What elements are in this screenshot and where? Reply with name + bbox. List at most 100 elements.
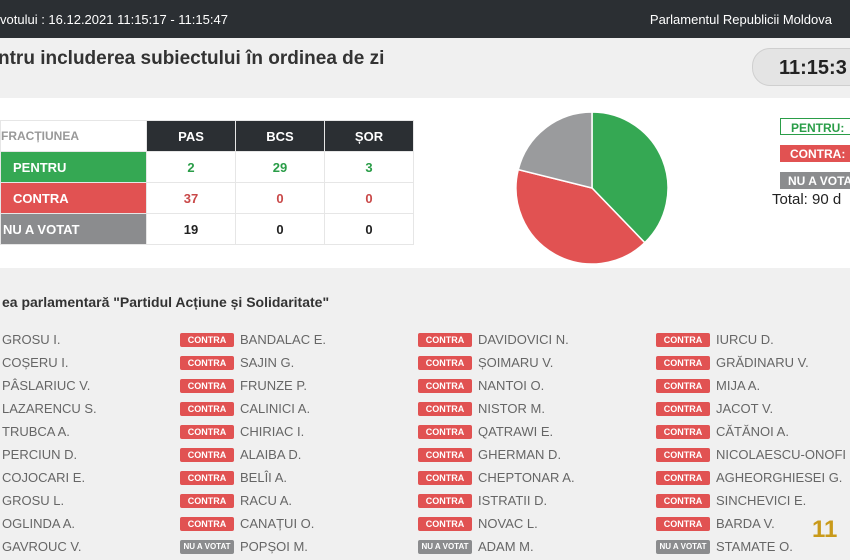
vote-subject-title: ntru includerea subiectului în ordinea d…	[0, 48, 385, 69]
vote-badge: CONTRA	[180, 447, 234, 462]
vote-badge: CONTRA	[656, 424, 710, 439]
vote-badge: CONTRA	[180, 470, 234, 485]
list-item: CONTRA ȘOIMARU V.	[418, 351, 575, 374]
pie-legend: PENTRU: CONTRA: NU A VOTAT	[780, 118, 850, 199]
list-item: PERCIUN D.	[2, 443, 97, 466]
member-name: RACU A.	[240, 493, 293, 508]
member-name: ADAM M.	[478, 539, 534, 554]
member-name: BARDA V.	[716, 516, 775, 531]
vote-badge: CONTRA	[656, 378, 710, 393]
pie-slice-contra	[515, 168, 646, 265]
vote-badge: CONTRA	[418, 424, 472, 439]
vote-badge: CONTRA	[180, 516, 234, 531]
column-header-pas: PAS	[146, 120, 236, 152]
members-panel: ea parlamentară "Partidul Acțiune și Sol…	[0, 268, 850, 560]
vote-badge: CONTRA	[418, 401, 472, 416]
clock-display: 11:15:3	[752, 48, 850, 86]
member-name: SINCHEVICI E.	[716, 493, 807, 508]
vote-badge: NU A VOTAT	[180, 539, 234, 554]
list-item: OGLINDA A.	[2, 512, 97, 535]
member-name: GAVROUC V.	[2, 539, 82, 554]
vote-badge: CONTRA	[656, 401, 710, 416]
member-column: CONTRA BANDALAC E. CONTRA SAJIN G. CONTRA FRU…	[180, 328, 326, 558]
column-header-bcs: BCS	[235, 120, 325, 152]
list-item: CONTRA MIJA A.	[656, 374, 846, 397]
member-name: CHEPTONAR A.	[478, 470, 575, 485]
member-name: SAJIN G.	[240, 355, 295, 370]
list-item: TRUBCA A.	[2, 420, 97, 443]
faction-title: ea parlamentară "Partidul Acțiune și Sol…	[2, 294, 330, 310]
list-item: COJOCARI E.	[2, 466, 97, 489]
top-bar: votului : 16.12.2021 11:15:17 - 11:15:47…	[0, 0, 850, 38]
member-name: GROSU I.	[2, 332, 61, 347]
member-name: PERCIUN D.	[2, 447, 78, 462]
vote-badge: CONTRA	[180, 424, 234, 439]
list-item: CONTRA NANTOI O.	[418, 374, 575, 397]
member-name: QATRAWI E.	[478, 424, 554, 439]
member-name: JACOT V.	[716, 401, 774, 416]
member-name: GRĂDINARU V.	[716, 355, 809, 370]
member-name: BANDALAC E.	[240, 332, 326, 347]
pie-slice-pentru	[591, 111, 669, 244]
legend-contra: CONTRA:	[780, 145, 850, 162]
member-name: OGLINDA A.	[2, 516, 75, 531]
list-item: CONTRA SAJIN G.	[180, 351, 326, 374]
list-item: COȘERU I.	[2, 351, 97, 374]
table-cell: 0	[235, 182, 325, 214]
page-number: 11	[812, 516, 838, 543]
row-label-nu-a-votat: NU A VOTAT	[0, 213, 147, 245]
list-item: CONTRA NICOLAESCU-ONOFI	[656, 443, 846, 466]
table-row-nu-a-votat: NU A VOTAT 19 0 0	[0, 213, 414, 245]
member-name: NANTOI O.	[478, 378, 545, 393]
list-item: CONTRA BARDA V.	[656, 512, 846, 535]
member-name: GROSU L.	[2, 493, 65, 508]
vote-badge: CONTRA	[656, 516, 710, 531]
list-item: CONTRA DAVIDOVICI N.	[418, 328, 575, 351]
vote-results-panel: FRACȚIUNEA PAS BCS ȘOR PENTRU 2 29 3 CON…	[0, 98, 850, 268]
vote-badge: NU A VOTAT	[418, 539, 472, 554]
member-name: AGHEORGHIESEI G.	[716, 470, 843, 485]
member-name: COȘERU I.	[2, 355, 69, 370]
table-cell: 19	[146, 213, 236, 245]
table-row-pentru: PENTRU 2 29 3	[0, 151, 414, 183]
list-item: CONTRA CHEPTONAR A.	[418, 466, 575, 489]
vote-badge: CONTRA	[656, 447, 710, 462]
member-name: ȘOIMARU V.	[478, 355, 554, 370]
member-name: NISTOR M.	[478, 401, 545, 416]
table-cell: 37	[146, 182, 236, 214]
list-item: CONTRA BELÎI A.	[180, 466, 326, 489]
member-name: ISTRATII D.	[478, 493, 548, 508]
fraction-header: FRACȚIUNEA	[0, 120, 147, 152]
title-bar: ntru includerea subiectului în ordinea d…	[0, 38, 850, 98]
member-name: CALINICI A.	[240, 401, 311, 416]
list-item: PÂSLARIUC V.	[2, 374, 97, 397]
list-item: CONTRA ISTRATII D.	[418, 489, 575, 512]
table-header-row: FRACȚIUNEA PAS BCS ȘOR	[0, 120, 414, 152]
pie-slice-nu-a-votat	[517, 111, 593, 189]
list-item: CONTRA CHIRIAC I.	[180, 420, 326, 443]
legend-nu-a-votat: NU A VOTAT	[780, 172, 850, 189]
row-label-contra: CONTRA	[0, 182, 147, 214]
list-item: LAZARENCU S.	[2, 397, 97, 420]
member-name: IURCU D.	[716, 332, 774, 347]
vote-badge: CONTRA	[656, 355, 710, 370]
member-name: BELÎI A.	[240, 470, 287, 485]
vote-badge: CONTRA	[180, 355, 234, 370]
list-item: CONTRA QATRAWI E.	[418, 420, 575, 443]
fraction-vote-table: FRACȚIUNEA PAS BCS ȘOR PENTRU 2 29 3 CON…	[0, 120, 414, 245]
vote-badge: CONTRA	[656, 470, 710, 485]
member-column: CONTRA DAVIDOVICI N. CONTRA ȘOIMARU V. CONTR…	[418, 328, 575, 558]
vote-time-range: votului : 16.12.2021 11:15:17 - 11:15:47	[0, 11, 228, 27]
member-name: FRUNZE P.	[240, 378, 307, 393]
vote-badge: CONTRA	[418, 378, 472, 393]
member-name: NOVAC L.	[478, 516, 538, 531]
member-column: GROSU I. COȘERU I. PÂSLARIUC V. LAZARENCU S…	[2, 328, 97, 558]
vote-badge: CONTRA	[180, 493, 234, 508]
row-label-pentru: PENTRU	[0, 151, 147, 183]
member-name: NICOLAESCU-ONOFI	[716, 447, 847, 462]
member-column: CONTRA IURCU D. CONTRA GRĂDINARU V. CONTRA MI…	[656, 328, 846, 558]
vote-badge: CONTRA	[656, 493, 710, 508]
total-count: Total: 90 d	[772, 191, 842, 208]
table-cell: 2	[146, 151, 236, 183]
list-item: CONTRA RACU A.	[180, 489, 326, 512]
